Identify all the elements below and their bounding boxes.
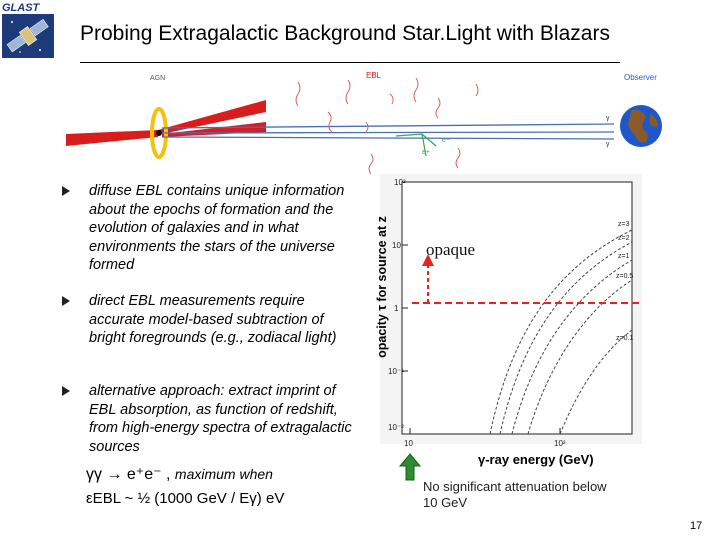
opaque-label: opaque xyxy=(426,240,476,259)
bullet-marker-icon xyxy=(62,296,70,306)
ebl-diagram: AGN EBL Observer γ γ e− e+ xyxy=(66,71,662,175)
y-tick-10: 10 xyxy=(392,241,401,250)
bullet-marker-icon xyxy=(62,186,70,196)
bullet-3-text: alternative approach: extract imprint of… xyxy=(89,383,352,455)
curve-label-z1: z=1 xyxy=(618,253,630,260)
observer-label: Observer xyxy=(624,73,657,82)
gamma-label-2: γ xyxy=(606,141,610,148)
ebl-label: EBL xyxy=(366,71,382,80)
x-tick-100: 10² xyxy=(554,439,566,448)
ebl-energy-formula: εEBL ~ ½ (1000 GeV / Eγ) eV xyxy=(86,490,285,507)
formula-condition: maximum when xyxy=(174,466,273,482)
slide-title: Probing Extragalactic Background Star.Li… xyxy=(80,22,610,45)
curve-label-z3: z=3 xyxy=(618,221,630,228)
formula-main: γγ → e⁺e⁻ , xyxy=(86,466,171,483)
bullet-marker-icon xyxy=(62,386,70,396)
y-tick-100: 10² xyxy=(394,178,406,187)
bullet-1: diffuse EBL contains unique information … xyxy=(62,182,362,275)
bullet-2: direct EBL measurements require accurate… xyxy=(62,292,362,348)
curve-label-z05: z=0.5 xyxy=(616,273,633,280)
gamma-label-1: γ xyxy=(606,115,610,122)
page-number: 17 xyxy=(690,520,703,532)
y-tick-1: 1 xyxy=(394,304,399,313)
bullet-2-text: direct EBL measurements require accurate… xyxy=(89,293,337,346)
x-axis-label: γ-ray energy (GeV) xyxy=(478,452,594,467)
y-tick-0.1: 10⁻¹ xyxy=(388,367,404,376)
attenuation-note: No significant attenuation below 10 GeV xyxy=(423,479,607,510)
x-tick-10: 10 xyxy=(404,439,413,448)
positron-label: e+ xyxy=(422,149,430,156)
bullet-1-text: diffuse EBL contains unique information … xyxy=(89,183,345,273)
agn-core xyxy=(156,130,162,136)
up-arrow-icon xyxy=(398,453,422,481)
glast-logo: GLAST xyxy=(2,2,54,58)
bullet-3: alternative approach: extract imprint of… xyxy=(62,382,362,456)
opacity-plot: 10² 10 1 10⁻¹ 10⁻² 10 10² z=3 z=2 z=1 z=… xyxy=(380,174,642,448)
earth-icon xyxy=(620,105,662,147)
electron-label: e− xyxy=(442,137,450,144)
title-divider xyxy=(80,62,620,63)
pair-production-formula: γγ → e⁺e⁻ , maximum when xyxy=(86,464,273,484)
curve-label-z01: z=0.1 xyxy=(616,335,633,342)
logo-text: GLAST xyxy=(2,2,41,14)
y-axis-label: opacity τ for source at z xyxy=(375,216,389,358)
y-tick-0.01: 10⁻² xyxy=(388,423,404,432)
curve-label-z2: z=2 xyxy=(618,235,630,242)
agn-label: AGN xyxy=(150,75,165,82)
